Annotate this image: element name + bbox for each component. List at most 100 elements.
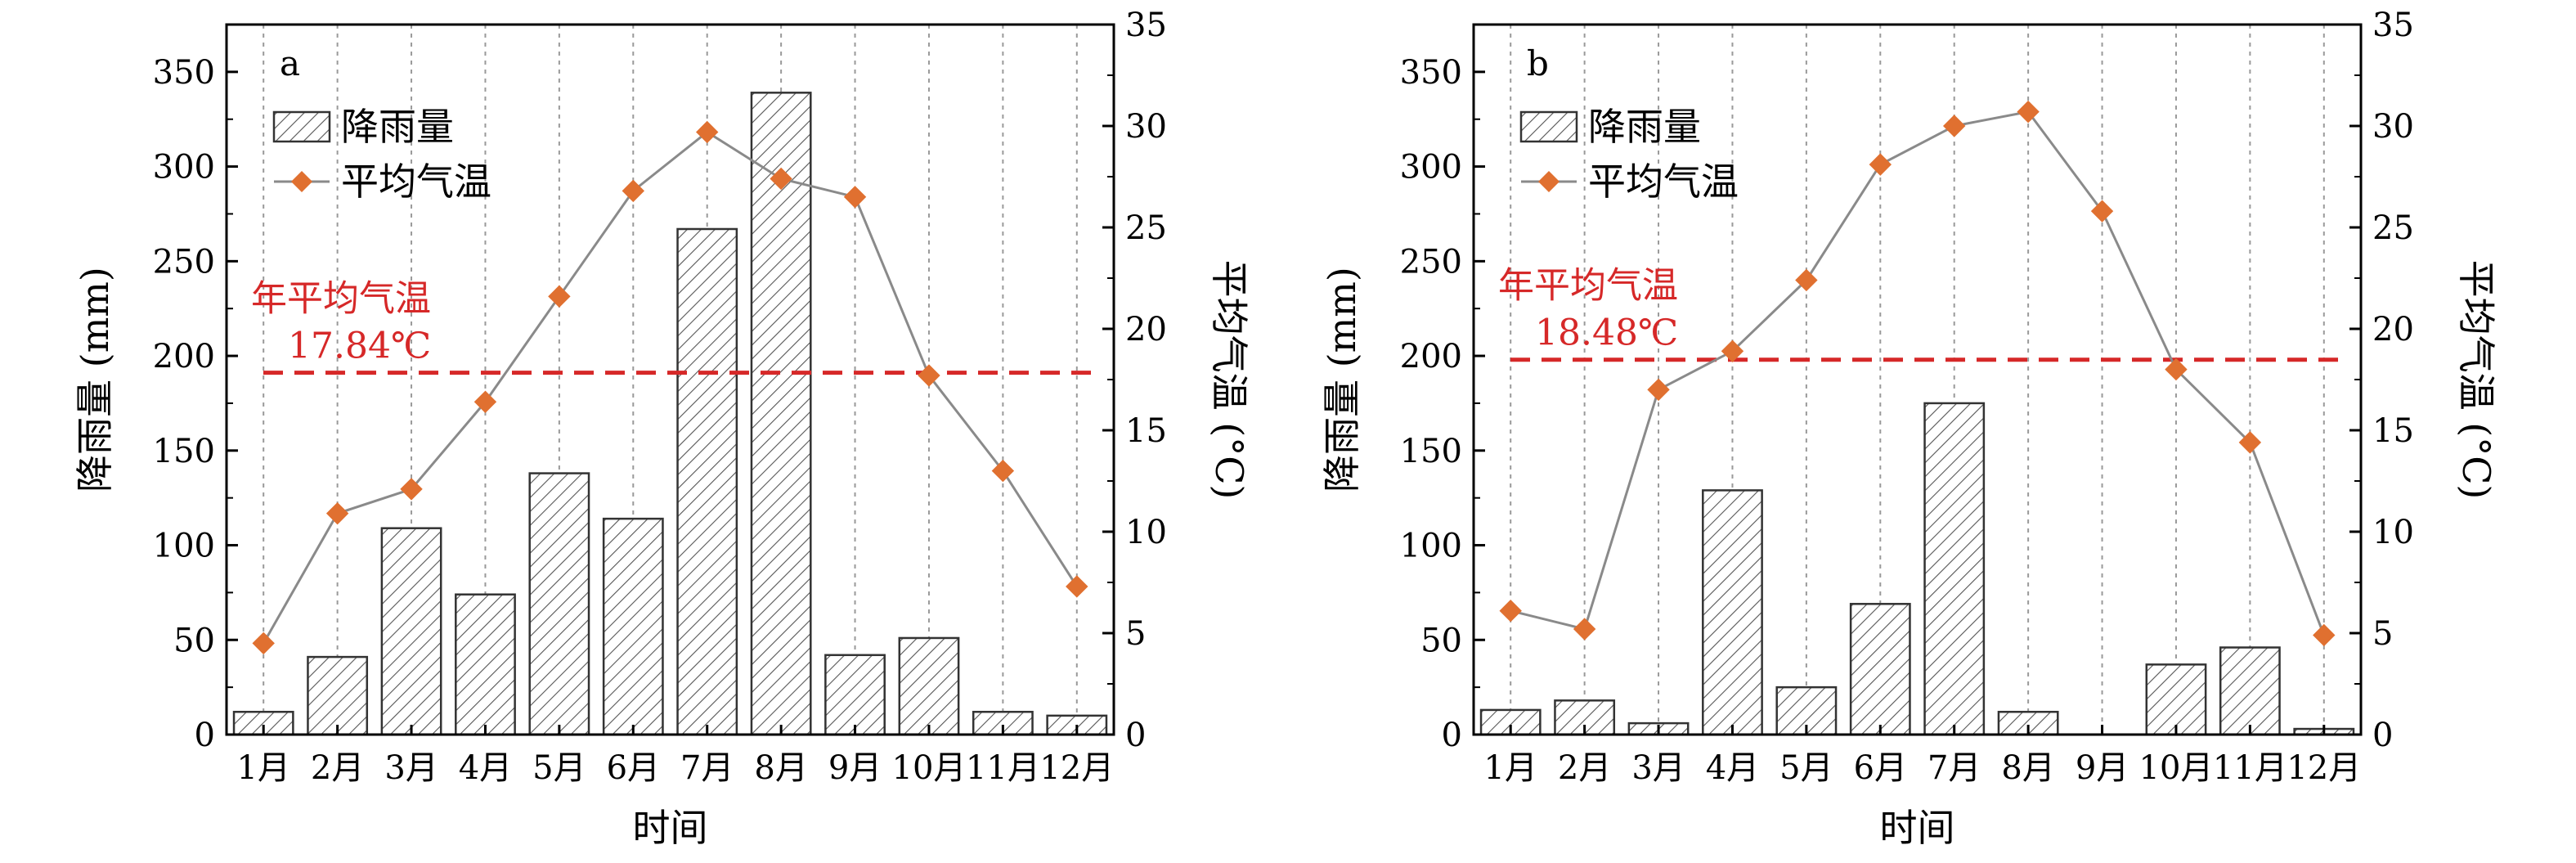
right-tick-label: 30 xyxy=(1125,108,1167,146)
x-tick-label: 12月 xyxy=(2287,749,2361,787)
left-tick-label: 100 xyxy=(153,528,215,565)
temp-marker xyxy=(1573,618,1596,641)
temp-marker xyxy=(325,501,349,525)
x-axis-title: 时间 xyxy=(633,806,708,850)
legend-bar-swatch xyxy=(272,110,331,143)
annual-mean-value: 17.84℃ xyxy=(288,326,431,367)
rain-bar xyxy=(602,517,664,736)
rain-bar xyxy=(2145,663,2207,736)
x-tick-label: 12月 xyxy=(1039,749,1114,787)
legend-marker-swatch xyxy=(1538,171,1560,192)
temp-marker xyxy=(1943,115,1966,137)
temp-marker xyxy=(2238,431,2262,454)
right-axis-title: 平均气温 (°C) xyxy=(1207,260,1251,500)
right-tick-label: 0 xyxy=(2372,717,2393,754)
panel-letter: a xyxy=(280,43,300,83)
temp-marker xyxy=(2017,100,2040,124)
x-tick-label: 11月 xyxy=(2213,749,2287,787)
left-tick-label: 150 xyxy=(1400,433,1462,470)
x-axis-title: 时间 xyxy=(1880,806,1955,850)
panel-letter: b xyxy=(1527,43,1549,83)
left-tick-label: 200 xyxy=(153,338,215,375)
x-tick-label: 9月 xyxy=(2076,749,2129,787)
x-tick-label: 9月 xyxy=(828,749,882,787)
left-tick-label: 350 xyxy=(153,54,215,92)
temp-marker xyxy=(1499,600,1522,623)
legend-bar-swatch xyxy=(1519,110,1578,143)
right-tick-label: 15 xyxy=(1125,412,1167,450)
temp-marker xyxy=(622,179,644,203)
right-tick-label: 20 xyxy=(2372,311,2414,348)
x-tick-label: 5月 xyxy=(532,749,586,787)
x-tick-label: 7月 xyxy=(1928,749,1981,787)
right-tick-label: 0 xyxy=(1125,717,1146,754)
temp-marker xyxy=(1869,153,1892,176)
temp-marker xyxy=(1066,575,1088,598)
rain-bar xyxy=(1702,489,1763,736)
x-tick-label: 5月 xyxy=(1779,749,1833,787)
left-tick-label: 300 xyxy=(153,149,215,187)
x-tick-label: 11月 xyxy=(966,749,1040,787)
right-tick-label: 5 xyxy=(1125,615,1146,653)
x-tick-label: 4月 xyxy=(459,749,512,787)
temp-marker xyxy=(1647,378,1670,402)
x-tick-label: 1月 xyxy=(236,749,289,787)
temp-marker xyxy=(473,390,497,413)
temp-marker xyxy=(1721,339,1744,362)
temp-marker xyxy=(2090,200,2114,222)
panel-a: 0 50 100 150 200 250 300 350 0 5 10 15 20 25 30 35 1月 2月 3… xyxy=(73,7,1251,850)
rain-bar xyxy=(1849,603,1911,736)
temp-marker xyxy=(770,167,792,191)
rain-bar xyxy=(380,527,442,736)
rain-bar xyxy=(972,710,1034,736)
right-tick-label: 10 xyxy=(1125,514,1167,551)
right-tick-label: 35 xyxy=(2372,7,2414,44)
temp-marker xyxy=(2313,623,2336,647)
rain-bar xyxy=(1923,402,1986,736)
right-tick-label: 15 xyxy=(2372,412,2414,450)
temp-marker xyxy=(696,120,719,144)
right-tick-label: 30 xyxy=(2372,108,2414,146)
left-axis-title: 降雨量 (mm) xyxy=(1320,267,1364,492)
temp-marker xyxy=(918,364,940,387)
temp-marker xyxy=(252,632,275,655)
panel-b: 0 50 100 150 200 250 300 350 0 5 10 15 20 25 30 35 1月 2月 3… xyxy=(1320,7,2498,850)
x-tick-label: 6月 xyxy=(1854,749,1907,787)
temp-marker xyxy=(843,186,867,209)
right-tick-label: 25 xyxy=(1125,209,1167,247)
left-tick-label: 250 xyxy=(1400,243,1462,281)
right-tick-label: 5 xyxy=(2372,615,2393,653)
x-tick-label: 10月 xyxy=(892,749,967,787)
left-tick-label: 50 xyxy=(173,622,215,659)
right-tick-label: 25 xyxy=(2372,209,2414,247)
right-tick-label: 20 xyxy=(1125,311,1167,348)
legend-temp-label: 平均气温 xyxy=(341,160,491,204)
x-tick-label: 2月 xyxy=(1558,749,1611,787)
left-axis-title: 降雨量 (mm) xyxy=(73,267,117,492)
left-tick-label: 250 xyxy=(153,243,215,281)
left-tick-label: 50 xyxy=(1420,622,1462,659)
rain-bar xyxy=(307,655,369,736)
legend-marker-swatch xyxy=(291,171,312,192)
x-tick-label: 6月 xyxy=(607,749,660,787)
rain-bar xyxy=(2219,646,2281,736)
x-tick-label: 8月 xyxy=(2001,749,2054,787)
x-tick-label: 1月 xyxy=(1483,749,1537,787)
x-tick-label: 8月 xyxy=(754,749,807,787)
x-tick-label: 10月 xyxy=(2139,749,2214,787)
temp-marker xyxy=(548,285,571,308)
left-tick-label: 100 xyxy=(1400,528,1462,565)
right-axis-title: 平均气温 (°C) xyxy=(2454,260,2498,500)
rain-bar xyxy=(528,472,590,736)
rain-bar xyxy=(898,636,960,736)
x-tick-label: 2月 xyxy=(311,749,364,787)
x-tick-label: 4月 xyxy=(1706,749,1759,787)
legend-temp-label: 平均气温 xyxy=(1588,160,1739,204)
rain-bar xyxy=(824,654,886,736)
x-tick-label: 7月 xyxy=(680,749,734,787)
left-tick-label: 200 xyxy=(1400,338,1462,375)
temp-marker xyxy=(2165,357,2188,381)
right-tick-label: 35 xyxy=(1125,7,1167,44)
annual-mean-label: 年平均气温 xyxy=(251,278,431,320)
